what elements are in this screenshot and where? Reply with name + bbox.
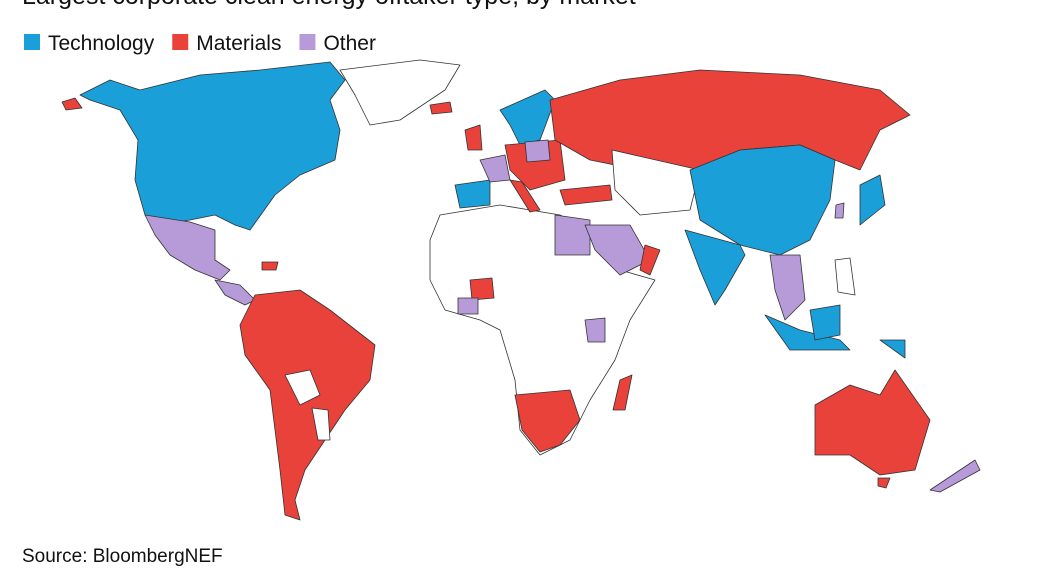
iberia bbox=[454, 179, 491, 209]
ghana-region bbox=[457, 297, 479, 315]
bolivia bbox=[284, 369, 321, 406]
uk bbox=[464, 124, 483, 151]
south-america bbox=[239, 289, 376, 521]
egypt bbox=[554, 214, 591, 256]
legend-label: Technology bbox=[48, 32, 155, 55]
legend-swatch bbox=[24, 34, 40, 50]
kenya bbox=[584, 317, 606, 343]
central-america bbox=[214, 279, 256, 306]
russia-far-east bbox=[61, 97, 83, 111]
source: Source: BloombergNEF bbox=[22, 546, 223, 567]
saudi-arabia bbox=[584, 224, 651, 276]
australia bbox=[814, 369, 931, 476]
japan bbox=[859, 174, 886, 226]
caribbean bbox=[261, 261, 279, 271]
world-map bbox=[61, 59, 981, 521]
west-africa bbox=[469, 277, 495, 301]
france bbox=[479, 154, 511, 183]
india bbox=[684, 229, 746, 306]
legend-label: Other bbox=[323, 32, 376, 55]
iceland bbox=[429, 101, 453, 115]
italy bbox=[509, 179, 541, 213]
scandinavia bbox=[499, 89, 556, 146]
tasmania bbox=[877, 477, 891, 489]
turkey bbox=[559, 184, 613, 206]
central-asia bbox=[611, 149, 701, 216]
poland bbox=[524, 139, 551, 163]
new-zealand bbox=[929, 459, 981, 493]
title: Largest corporate clean energy offtaker … bbox=[22, 0, 636, 10]
paraguay-uruguay bbox=[311, 407, 331, 441]
central-europe bbox=[504, 139, 566, 191]
legend-label: Materials bbox=[196, 32, 281, 55]
borneo bbox=[809, 304, 841, 341]
legend-swatch bbox=[299, 34, 316, 50]
taiwan bbox=[834, 202, 845, 219]
north-america bbox=[79, 61, 346, 231]
southeast-asia bbox=[769, 254, 806, 321]
legend-swatch bbox=[172, 34, 189, 50]
mexico bbox=[144, 214, 231, 281]
oman bbox=[639, 244, 661, 276]
indonesia bbox=[764, 314, 851, 351]
papua bbox=[879, 339, 906, 359]
philippines bbox=[834, 257, 856, 296]
madagascar bbox=[612, 374, 633, 411]
south-africa bbox=[514, 389, 581, 453]
legend: Technology Materials Other bbox=[24, 32, 376, 55]
china bbox=[689, 144, 836, 256]
greenland bbox=[339, 59, 461, 126]
